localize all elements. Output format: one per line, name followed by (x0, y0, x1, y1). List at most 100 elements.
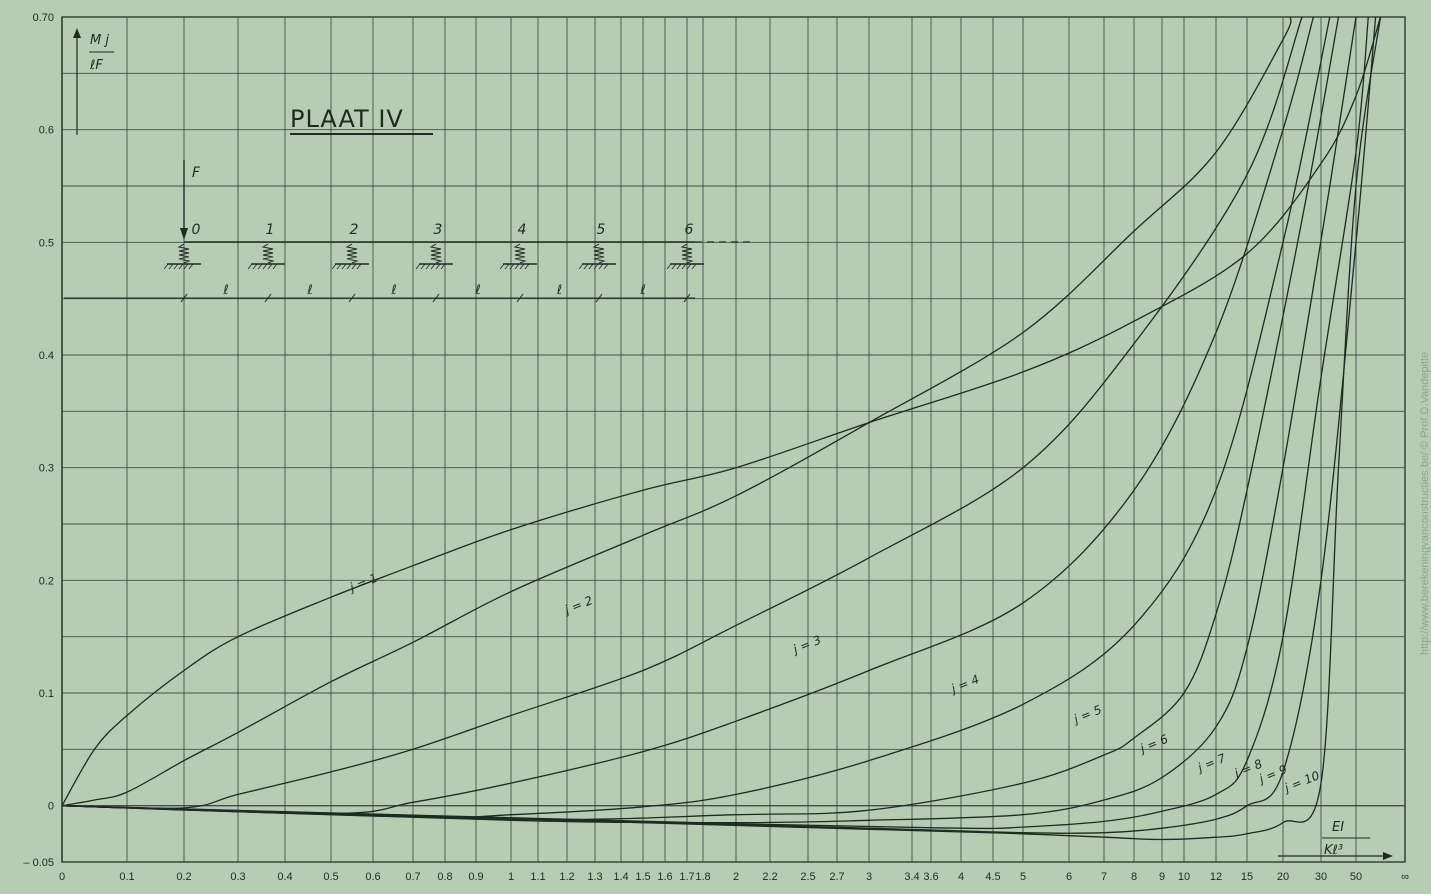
ground-hatch (425, 263, 431, 270)
series-line (61, 16, 1292, 807)
ground-hatch (593, 263, 599, 270)
ground-hatch (252, 263, 258, 270)
node-label: 5 (597, 222, 606, 238)
span-label: ℓ (556, 283, 562, 298)
x-tick-label: 0.2 (176, 871, 191, 883)
support: 1 (247, 222, 285, 270)
x-tick-label: 0.6 (365, 871, 380, 883)
dimension-tick (264, 293, 272, 303)
ground-hatch (524, 263, 530, 270)
node-label: 3 (434, 222, 443, 238)
x-tick-label: 20 (1277, 871, 1289, 883)
x-tick-label: 0.9 (468, 871, 483, 883)
x-tick-label: 3 (866, 871, 872, 883)
load-label: F (192, 165, 201, 181)
x-tick-label: 30 (1315, 871, 1327, 883)
ground-hatch (578, 263, 584, 270)
x-tick-label: 0.8 (437, 871, 452, 883)
x-axis-label: EI Kℓ³ (1278, 820, 1393, 860)
span-label: ℓ (222, 283, 228, 298)
load-arrowhead (180, 228, 188, 240)
x-tick-label: 6 (1066, 871, 1072, 883)
ground-hatch (183, 263, 189, 270)
spring (513, 243, 527, 264)
spring (592, 243, 606, 264)
span-label: ℓ (390, 283, 396, 298)
ground-hatch (168, 263, 174, 270)
x-axis-label-numerator: EI (1332, 820, 1344, 835)
node-label: 6 (685, 222, 694, 238)
supports: 0 1 2 3 4 5 6 ℓ ℓ ℓ ℓ ℓ ℓ (163, 222, 704, 303)
x-tick-label: 2.7 (829, 871, 844, 883)
x-tick-label: 1.5 (635, 871, 650, 883)
spring (345, 243, 359, 264)
ground-hatch (681, 263, 687, 270)
x-tick-label: 1.6 (657, 871, 672, 883)
x-tick-label: 1 (508, 871, 514, 883)
dimension-tick (432, 293, 440, 303)
ground-hatch (514, 263, 520, 270)
x-tick-label: 5 (1020, 871, 1026, 883)
x-tick-label: 0.5 (323, 871, 338, 883)
ground-hatch (178, 263, 184, 270)
series-line (61, 16, 1369, 830)
watermark: http://www.berekeningvanconstructies.be/… (1419, 352, 1431, 655)
dimension-tick (516, 293, 524, 303)
ground-hatch (519, 263, 525, 270)
y-axis-label-numerator: M j (90, 33, 109, 48)
x-tick-label: 0 (59, 871, 65, 883)
node-label: 0 (192, 222, 201, 238)
node-label: 2 (350, 222, 359, 238)
x-axis-label-denominator: Kℓ³ (1324, 843, 1343, 858)
ground-hatch (420, 263, 426, 270)
series-line (61, 16, 1357, 824)
x-axis-arrowhead (1383, 852, 1393, 860)
support: 4 (499, 222, 537, 270)
ground-hatch (671, 263, 677, 270)
series-line (61, 16, 1315, 815)
y-axis-label: M j ℓF (73, 28, 114, 135)
ground-hatch (415, 263, 421, 270)
y-tick-label: – 0.05 (23, 857, 54, 869)
y-tick-label: 0 (48, 801, 54, 813)
beam-diagram: F 0 1 2 3 4 5 6 ℓ ℓ ℓ ℓ ℓ ℓ (64, 160, 750, 303)
x-tick-label: 3.6 (923, 871, 938, 883)
y-tick-label: 0.2 (39, 575, 54, 587)
node-label: 4 (518, 222, 527, 238)
x-tick-label: 7 (1101, 871, 1107, 883)
x-tick-label: 1.2 (559, 871, 574, 883)
y-tick-label: 0.5 (39, 237, 54, 249)
x-tick-label: 0.4 (277, 871, 292, 883)
x-tick-label: 2 (733, 871, 739, 883)
x-tick-label: 50 (1350, 871, 1362, 883)
y-axis-arrowhead (73, 28, 81, 38)
span-label: ℓ (474, 283, 480, 298)
support: 5 (578, 222, 616, 270)
x-tick-label: 1.1 (530, 871, 545, 883)
y-tick-labels: 0.70 0.6 0.5 0.4 0.3 0.2 0.1 0 – 0.05 (23, 12, 54, 869)
x-tick-label: 15 (1241, 871, 1253, 883)
dimension-tick (348, 293, 356, 303)
span-label: ℓ (639, 283, 645, 298)
ground-hatch (341, 263, 347, 270)
y-axis-label-denominator: ℓF (89, 58, 103, 73)
ground-hatch (173, 263, 179, 270)
ground-hatch (691, 263, 697, 270)
ground-hatch (351, 263, 357, 270)
x-tick-label: ∞ (1401, 871, 1409, 883)
ground-hatch (346, 263, 352, 270)
node-label: 1 (266, 222, 275, 238)
ground-hatch (257, 263, 263, 270)
y-tick-label: 0.4 (39, 350, 54, 362)
ground-hatch (583, 263, 589, 270)
support: 2 (331, 222, 369, 270)
ground-hatch (499, 263, 505, 270)
spring (261, 243, 275, 264)
dimension-tick (180, 293, 188, 303)
spring (680, 243, 694, 264)
ground-hatch (331, 263, 337, 270)
x-tick-label: 1.3 (587, 871, 602, 883)
x-tick-labels: 0 0.1 0.2 0.3 0.4 0.5 0.6 0.7 0.8 0.9 1 1.1 1.2 1.3 1.… (59, 871, 1409, 883)
dimension-tick (595, 293, 603, 303)
